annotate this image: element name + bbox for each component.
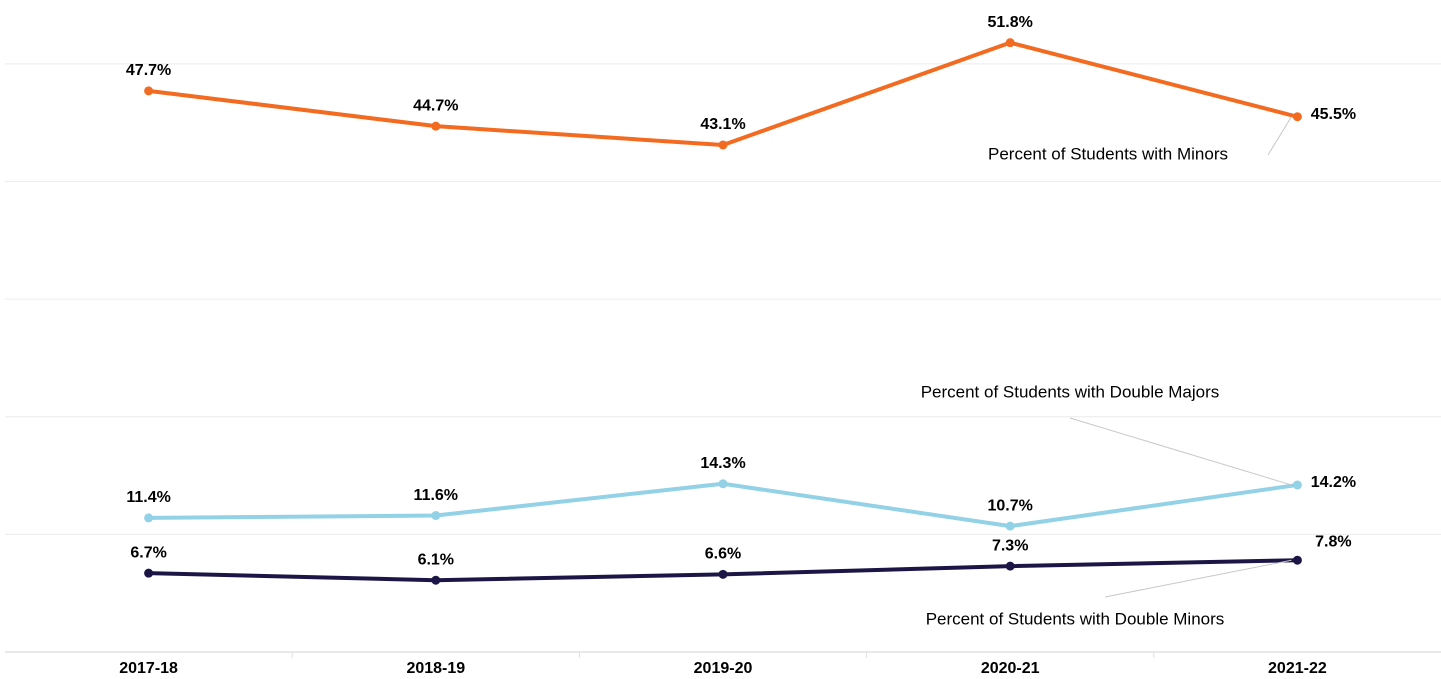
point [144, 86, 154, 96]
data-label: 43.1% [700, 116, 745, 133]
point [718, 140, 728, 150]
data-label: 44.7% [413, 97, 458, 114]
point [144, 568, 154, 578]
data-label: 11.6% [414, 487, 458, 504]
x-tick-label: 2019-20 [694, 660, 753, 677]
data-label: 47.7% [126, 62, 171, 79]
point [718, 569, 728, 579]
point [1292, 555, 1302, 565]
data-label: 7.3% [992, 537, 1028, 554]
data-label: 14.3% [700, 455, 745, 472]
leader-line [1069, 417, 1292, 486]
x-tick-label: 2018-19 [406, 660, 465, 677]
data-label: 45.5% [1311, 106, 1356, 123]
point [431, 511, 441, 521]
data-label: 51.8% [988, 14, 1033, 31]
point [1292, 112, 1302, 122]
data-label: 6.7% [130, 544, 166, 561]
series-line [148, 481, 1298, 529]
point [431, 121, 441, 131]
series-annotation: Percent of Students with Double Minors [926, 609, 1225, 628]
x-tick-label: 2020-21 [981, 660, 1040, 677]
data-label: 10.7% [988, 497, 1033, 514]
data-label: 6.6% [705, 546, 741, 563]
data-label: 14.2% [1311, 474, 1356, 491]
x-tick-label: 2021-22 [1268, 660, 1327, 677]
point [718, 479, 728, 489]
point [431, 575, 441, 585]
point [144, 513, 154, 523]
data-label: 6.1% [418, 551, 454, 568]
series-annotation: Percent of Students with Minors [988, 144, 1228, 163]
point [1292, 480, 1302, 490]
point [1005, 521, 1015, 531]
data-label: 11.4% [126, 489, 170, 506]
data-label: 7.8% [1315, 533, 1351, 550]
point [1005, 561, 1015, 571]
leader-line [1267, 116, 1292, 156]
x-tick-label: 2017-18 [119, 660, 178, 677]
leader-line [1104, 559, 1292, 598]
point [1005, 38, 1015, 48]
series-annotation: Percent of Students with Double Majors [921, 382, 1220, 401]
